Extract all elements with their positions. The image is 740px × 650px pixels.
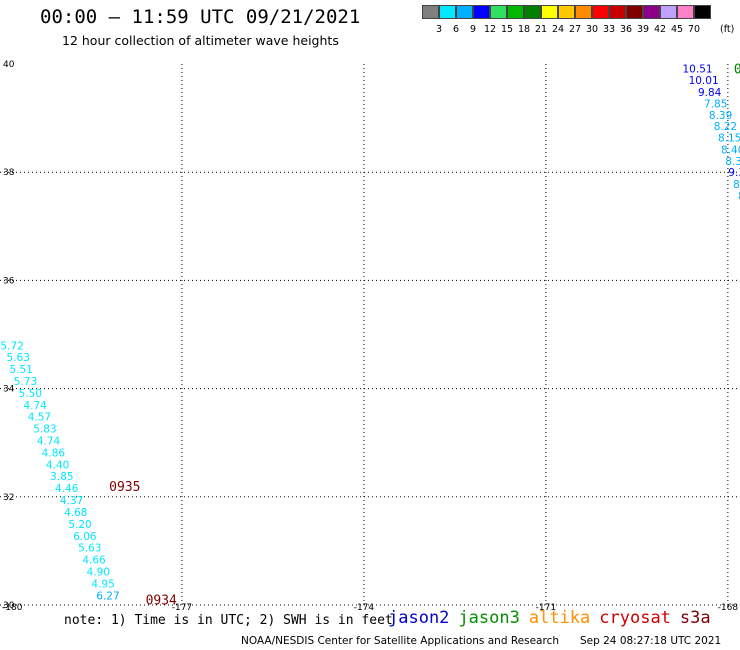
data-point-value: 4.74 — [37, 436, 61, 448]
data-point-value: 7.85 — [704, 98, 727, 110]
x-tick-label: -174 — [354, 603, 375, 610]
footer-timestamp: Sep 24 08:27:18 UTC 2021 — [580, 635, 722, 647]
data-point-value: 5.20 — [68, 519, 91, 531]
data-point-value: 5.83 — [33, 424, 56, 436]
data-point-value: 8.12 — [738, 190, 740, 202]
data-point-value: 4.90 — [87, 566, 110, 578]
color-scale-label: 27 — [568, 24, 582, 35]
color-scale-label: 39 — [636, 24, 650, 35]
color-scale-label: 9 — [469, 24, 477, 35]
color-scale-label: 24 — [551, 24, 565, 35]
legend-item: jason3 — [458, 608, 520, 628]
legend-item: altika — [528, 608, 591, 628]
data-point-value: 4.86 — [42, 447, 66, 459]
y-tick-label: 38 — [3, 168, 15, 178]
color-swatch — [456, 5, 473, 19]
data-point-value: 5.63 — [7, 352, 30, 364]
data-point-value: 4.66 — [82, 555, 106, 567]
color-swatch — [558, 5, 575, 19]
data-point-value: 5.51 — [10, 364, 33, 376]
y-tick-label: 32 — [3, 493, 14, 503]
data-point-value: 4.74 — [23, 400, 47, 412]
color-scale-label: 45 — [670, 24, 684, 35]
color-scale-unit: (ft) — [720, 24, 735, 35]
satellite-legend: jason2 jason3 altika cryosat s3a — [388, 608, 720, 628]
data-point-value: 9.34 — [728, 167, 740, 179]
color-scale-label: 12 — [483, 24, 497, 35]
color-scale-label: 3 — [435, 24, 443, 35]
data-point-value: 8.40 — [721, 144, 740, 156]
color-swatch — [609, 5, 626, 19]
pass-time-label: 0934 — [146, 594, 177, 609]
x-tick-label: -177 — [172, 603, 192, 610]
data-point-value: 5.72 — [0, 340, 23, 352]
color-swatch — [677, 5, 694, 19]
legend-item: s3a — [679, 608, 711, 628]
data-point-value: 8.15 — [718, 133, 740, 145]
wave-height-chart: -180-177-174-171-168-1630323436384010.51… — [0, 60, 740, 610]
x-tick-label: -180 — [2, 603, 23, 610]
chart-title: 00:00 – 11:59 UTC 09/21/2021 — [40, 6, 361, 28]
footer-credit: NOAA/NESDIS Center for Satellite Applica… — [241, 635, 559, 647]
color-scale-label: 33 — [602, 24, 616, 35]
color-scale-label: 18 — [517, 24, 531, 35]
data-point-value: 4.40 — [46, 459, 69, 471]
data-point-value: 4.37 — [60, 495, 83, 507]
data-point-value: 6.27 — [96, 590, 119, 602]
legend-item: jason2 — [388, 608, 450, 628]
chart-subtitle: 12 hour collection of altimeter wave hei… — [62, 33, 339, 48]
data-point-value: 8.51 — [733, 179, 740, 191]
color-swatch — [524, 5, 541, 19]
color-swatch — [660, 5, 677, 19]
data-point-value: 4.57 — [28, 412, 51, 424]
data-point-value: 8.39 — [709, 110, 732, 122]
color-swatch — [592, 5, 609, 19]
data-point-value: 4.95 — [91, 578, 114, 590]
color-swatch — [439, 5, 456, 19]
pass-time-label: 0620 — [734, 62, 740, 77]
footer-note: note: 1) Time is in UTC; 2) SWH is in fe… — [64, 613, 393, 628]
data-point-value: 10.01 — [689, 75, 719, 87]
data-point-value: 4.46 — [55, 483, 79, 495]
color-swatch — [575, 5, 592, 19]
color-scale-label: 42 — [653, 24, 667, 35]
color-swatch — [473, 5, 490, 19]
data-point-value: 9.84 — [698, 87, 722, 99]
data-point-value: 6.06 — [73, 531, 97, 543]
data-point-value: 5.63 — [78, 543, 101, 555]
data-point-value: 8.34 — [725, 156, 740, 168]
color-swatch — [643, 5, 660, 19]
color-swatch — [541, 5, 558, 19]
x-tick-label: -171 — [536, 603, 556, 610]
data-point-value: 10.51 — [683, 63, 713, 75]
color-swatch — [422, 5, 439, 19]
data-point-value: 3.85 — [50, 471, 73, 483]
data-point-value: 4.68 — [64, 507, 87, 519]
color-scale-label: 70 — [687, 24, 701, 35]
color-scale-label: 15 — [500, 24, 514, 35]
color-swatch — [490, 5, 507, 19]
y-tick-label: 40 — [3, 60, 15, 70]
data-point-value: 5.73 — [14, 376, 37, 388]
y-tick-label: 34 — [3, 385, 15, 395]
y-tick-label: 36 — [3, 276, 15, 286]
color-swatch — [694, 5, 711, 19]
pass-time-label: 0935 — [109, 480, 140, 495]
data-point-value: 5.50 — [19, 388, 42, 400]
color-scale-label: 6 — [452, 24, 460, 35]
data-point-value: 8.22 — [714, 121, 737, 133]
color-scale-label: 21 — [534, 24, 548, 35]
legend-item: cryosat — [599, 608, 671, 628]
color-scale-label: 30 — [585, 24, 599, 35]
color-scale-label: 36 — [619, 24, 633, 35]
color-swatch — [626, 5, 643, 19]
x-tick-label: -168 — [718, 603, 739, 610]
color-swatch — [507, 5, 524, 19]
